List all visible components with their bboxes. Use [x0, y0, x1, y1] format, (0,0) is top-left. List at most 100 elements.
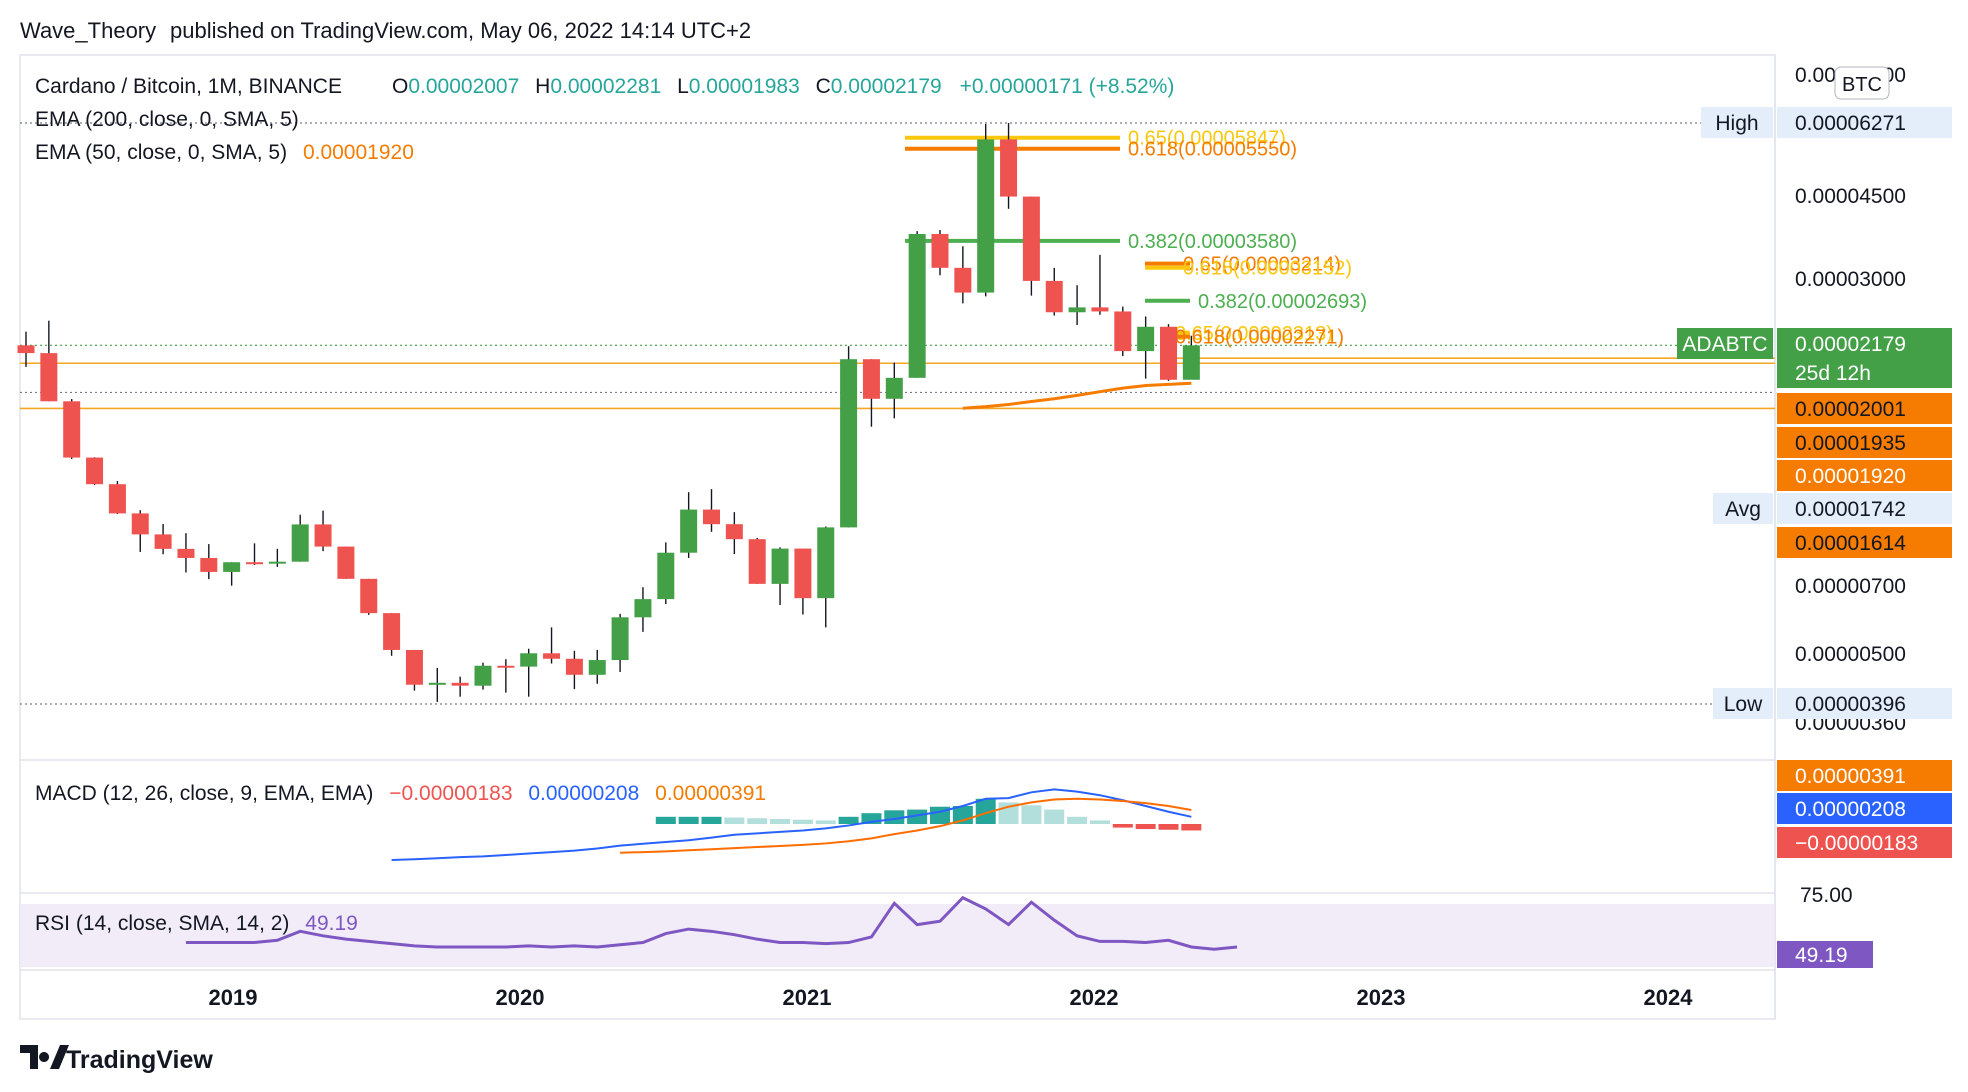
candle-down	[246, 562, 263, 565]
fib-level-label: 0.65(0.00003214)	[1183, 254, 1341, 276]
candle-down	[177, 548, 195, 558]
macd-price-tag-value: 0.00000391	[1795, 765, 1906, 788]
ema50-line	[962, 381, 1192, 410]
candle-down	[63, 401, 81, 458]
chart-frame	[19, 54, 1776, 1020]
candle-up	[634, 599, 652, 618]
macd-histogram-bar	[724, 817, 745, 824]
candle-down	[1091, 307, 1109, 312]
candle-down	[200, 557, 218, 572]
candle-down	[954, 267, 972, 293]
candle-up	[817, 527, 835, 599]
price-tag-value: 0.00001742	[1795, 498, 1906, 521]
price-tag-label: Avg	[1725, 498, 1761, 521]
legend-o-label: O	[392, 75, 408, 98]
macd-histogram-bar	[1135, 824, 1156, 830]
macd-histogram-bar	[1089, 820, 1110, 824]
legend-symbol: Cardano / Bitcoin, 1M, BINANCE	[35, 75, 342, 98]
price-tag-value: 0.00000396	[1795, 693, 1906, 716]
candle-up	[268, 561, 286, 564]
price-tag-label-bg	[1677, 328, 1773, 359]
price-axis-label: 0.00000500	[1795, 643, 1906, 666]
time-axis-label: 2022	[1070, 985, 1119, 1010]
price-tag-label: Low	[1724, 693, 1763, 716]
svg-text:O0.00002007 H0.00002281: O0.00002007 H0.00002281 L0.00001983 C0.0…	[392, 75, 1174, 98]
candle-down	[565, 658, 583, 675]
price-tag-value: 0.00002179	[1795, 333, 1906, 356]
candle-down	[131, 513, 149, 535]
legend-h-label: H	[535, 75, 550, 98]
rsi-pane: 75.00 49.19	[185, 884, 1873, 968]
svg-text:EMA (50, close, 0, SMA, 5): EMA (50, close, 0, SMA, 5) 0.00001920	[35, 141, 414, 164]
fib-level-label: 0.382(0.00002693)	[1198, 291, 1367, 313]
legend-change: +0.00000171 (+8.52%)	[960, 75, 1175, 98]
legend-l-label: L	[677, 75, 689, 98]
tradingview-logo-icon	[20, 1045, 69, 1069]
published-by-author: Wave_Theory	[20, 18, 156, 43]
macd-histogram-bar	[907, 809, 928, 824]
macd-price-tag-value: 0.00000208	[1795, 798, 1906, 821]
candle-up	[291, 524, 309, 562]
candle-up	[1068, 307, 1086, 313]
price-axis-label: 0.00000700	[1795, 575, 1906, 598]
price-tag-value: 0.00006271	[1795, 112, 1906, 135]
macd-line	[391, 788, 1192, 861]
ema-lines	[962, 381, 1192, 410]
svg-text:RSI (14, close, SMA, 14, 2): RSI (14, close, SMA, 14, 2) 49.19	[35, 912, 358, 935]
published-info: published on TradingView.com, May 06, 20…	[170, 18, 751, 43]
legend: Cardano / Bitcoin, 1M, BINANCE O0.000020…	[35, 75, 1174, 935]
price-axis-label: 0.00004500	[1795, 185, 1906, 208]
candle-down	[314, 524, 332, 547]
candle-up	[520, 653, 538, 667]
svg-text:MACD (12, 26, close, 9, EMA, E: MACD (12, 26, close, 9, EMA, EMA) −0.000…	[35, 782, 766, 805]
rsi-axis-label: 75.00	[1800, 884, 1853, 907]
candle-down	[543, 653, 561, 659]
candle-down	[405, 649, 423, 685]
macd-histogram-bar	[1021, 805, 1042, 824]
macd-histogram-bar	[747, 818, 768, 824]
price-tag-value: 0.00001614	[1795, 532, 1906, 555]
price-tag	[1777, 688, 1952, 719]
fib-level-label: 0.618(0.00003152)	[1183, 258, 1352, 280]
candle-up	[223, 562, 241, 572]
price-tag-label: High	[1715, 112, 1758, 135]
candle-down	[383, 613, 401, 650]
price-tag	[1777, 393, 1952, 424]
macd-histogram-bar	[655, 816, 676, 824]
price-tag-label: ADABTC	[1682, 333, 1767, 356]
price-axis-label: 0.00003000	[1795, 268, 1906, 291]
macd-price-tag	[1777, 827, 1952, 858]
legend-o-value: 0.00002007	[408, 75, 519, 98]
macd-signal-line	[620, 797, 1192, 854]
candle-down	[931, 233, 949, 268]
price-tag-value: 0.00001935	[1795, 432, 1906, 455]
macd-price-tag	[1777, 793, 1952, 824]
candles	[17, 123, 1200, 702]
macd-histogram-bar	[975, 798, 996, 824]
candle-up	[885, 377, 903, 399]
fib-levels: 0.65(0.00005847)0.618(0.00005550) 0.382(0…	[905, 128, 1367, 349]
macd-histogram-bar	[838, 816, 859, 824]
candle-up	[680, 509, 698, 553]
time-axis-label: 2020	[496, 985, 545, 1010]
macd-histogram-bar	[861, 813, 882, 824]
candle-down	[17, 345, 35, 354]
currency-badge[interactable]	[1834, 66, 1890, 100]
legend-c-label: C	[816, 75, 831, 98]
candle-down	[1045, 280, 1063, 313]
time-axis: 2019 2020 2021 2022 2023 2024	[209, 985, 1694, 1010]
candle-down	[108, 484, 126, 514]
macd-histogram-bar	[815, 820, 836, 824]
macd-price-tag-value: −0.00000183	[1795, 832, 1918, 855]
candle-down	[337, 546, 355, 579]
macd-histogram-bar	[1112, 824, 1133, 828]
candle-up	[611, 617, 629, 661]
fib-level-label: 0.618(0.00002271)	[1175, 327, 1344, 349]
candle-up	[771, 548, 789, 584]
macd-histogram-bar	[1158, 824, 1179, 830]
candle-down	[360, 578, 378, 614]
candle-up	[840, 359, 858, 528]
price-tag	[1777, 107, 1952, 138]
candle-down	[86, 457, 104, 485]
